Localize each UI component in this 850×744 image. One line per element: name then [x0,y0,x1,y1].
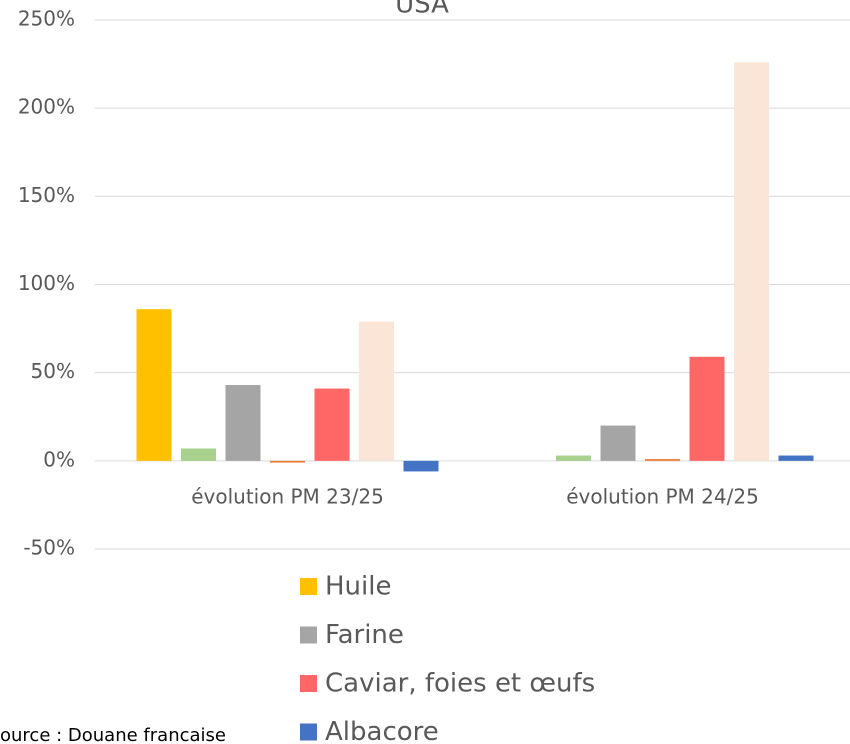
legend-swatch [300,578,317,595]
bar [181,448,216,461]
legend-label: Huile [325,572,391,602]
bar [556,455,591,461]
y-tick-label: 150% [18,183,75,207]
legend-label: Caviar, foies et œufs [325,669,595,699]
bar [225,385,261,461]
x-tick-label: évolution PM 23/25 [191,485,384,509]
legend-label: Albacore [325,717,439,744]
bar [314,388,350,461]
y-tick-label: 250% [18,7,75,31]
bar [403,460,439,472]
bar [689,356,725,461]
y-tick-label: 50% [31,359,75,383]
legend-swatch [300,626,317,644]
y-tick-label: 100% [18,271,75,295]
bar [270,460,305,463]
bar [136,309,172,461]
y-tick-label: 200% [18,95,75,119]
bar [645,459,680,461]
source-note: ource : Douane francaise [0,725,226,744]
y-tick-label: -50% [23,536,75,560]
bar [734,62,769,461]
legend-swatch [300,723,317,741]
bar [778,455,814,461]
y-tick-label: 0% [43,447,75,471]
x-tick-label: évolution PM 24/25 [566,485,759,509]
chart-title: USA [395,0,449,20]
bar [359,321,394,461]
bar [600,425,636,461]
legend-label: Farine [325,620,404,650]
legend-swatch [300,675,317,692]
